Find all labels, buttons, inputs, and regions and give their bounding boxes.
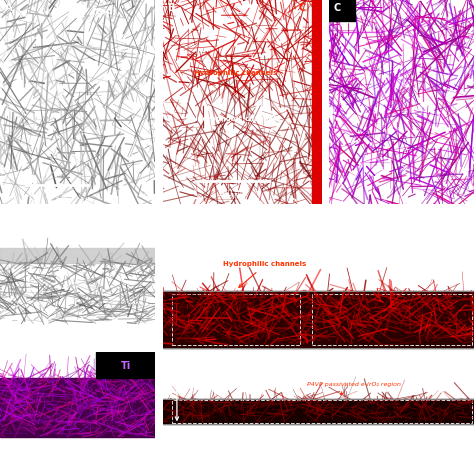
Text: Hydrophobic channels: Hydrophobic channels <box>299 233 396 242</box>
Text: 50 μm: 50 μm <box>51 329 73 335</box>
Bar <box>163 399 474 424</box>
Text: P (cross section): P (cross section) <box>52 222 109 228</box>
Bar <box>172 400 472 423</box>
Text: Hydrophilic channels: Hydrophilic channels <box>223 261 306 267</box>
Text: 50 μm: 50 μm <box>38 463 61 469</box>
Bar <box>329 0 355 21</box>
Text: C: C <box>333 3 340 13</box>
Bar <box>0 378 155 437</box>
Text: C: C <box>299 3 306 13</box>
Bar <box>172 294 300 345</box>
Text: E: E <box>172 222 179 232</box>
Text: B: B <box>167 3 175 13</box>
Text: 100 μm: 100 μm <box>218 189 247 198</box>
Bar <box>312 294 472 345</box>
Bar <box>312 0 322 204</box>
Bar <box>163 291 474 347</box>
Bar <box>96 352 155 378</box>
Text: A: A <box>5 3 12 13</box>
Text: Hydrophobic channels: Hydrophobic channels <box>192 116 280 122</box>
Text: Ti: Ti <box>121 361 131 371</box>
Text: 100 μm: 100 μm <box>45 191 73 200</box>
Text: D: D <box>5 222 13 232</box>
Text: Ti PTL: Ti PTL <box>194 361 221 370</box>
Text: Hydrophilic channels: Hydrophilic channels <box>194 70 277 76</box>
Bar <box>0 248 155 263</box>
Text: LP (top): LP (top) <box>76 7 117 16</box>
Text: P4VP passivated e-IrO₂ region: P4VP passivated e-IrO₂ region <box>307 382 401 387</box>
